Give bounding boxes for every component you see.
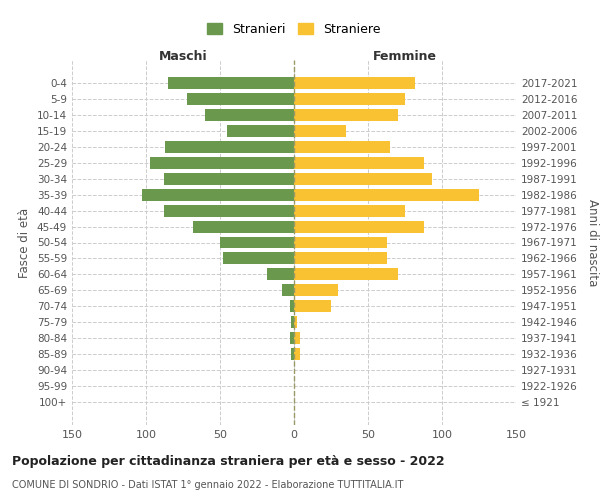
Bar <box>294 108 398 120</box>
Text: Femmine: Femmine <box>373 50 437 64</box>
Bar <box>142 188 294 200</box>
Text: Popolazione per cittadinanza straniera per età e sesso - 2022: Popolazione per cittadinanza straniera p… <box>12 455 445 468</box>
Bar <box>220 236 294 248</box>
Bar <box>294 284 338 296</box>
Bar <box>291 316 294 328</box>
Bar <box>294 332 300 344</box>
Y-axis label: Fasce di età: Fasce di età <box>19 208 31 278</box>
Bar <box>223 252 294 264</box>
Bar <box>290 300 294 312</box>
Bar <box>164 172 294 184</box>
Bar <box>151 156 294 168</box>
Bar <box>290 332 294 344</box>
Bar <box>291 348 294 360</box>
Bar <box>294 92 405 104</box>
Y-axis label: Anni di nascita: Anni di nascita <box>586 199 599 286</box>
Bar <box>294 188 479 200</box>
Bar <box>205 108 294 120</box>
Bar <box>294 316 297 328</box>
Bar <box>193 220 294 232</box>
Bar <box>294 300 331 312</box>
Bar <box>164 204 294 216</box>
Bar <box>168 76 294 88</box>
Bar <box>165 140 294 152</box>
Bar <box>294 140 390 152</box>
Bar <box>294 348 300 360</box>
Bar <box>227 124 294 136</box>
Bar <box>294 252 387 264</box>
Legend: Stranieri, Straniere: Stranieri, Straniere <box>203 19 385 40</box>
Bar <box>294 124 346 136</box>
Bar <box>294 236 387 248</box>
Text: Maschi: Maschi <box>158 50 208 64</box>
Bar <box>294 220 424 232</box>
Bar <box>282 284 294 296</box>
Bar <box>294 172 431 184</box>
Bar <box>294 204 405 216</box>
Bar <box>187 92 294 104</box>
Bar <box>268 268 294 280</box>
Bar <box>294 156 424 168</box>
Text: COMUNE DI SONDRIO - Dati ISTAT 1° gennaio 2022 - Elaborazione TUTTITALIA.IT: COMUNE DI SONDRIO - Dati ISTAT 1° gennai… <box>12 480 403 490</box>
Bar <box>294 268 398 280</box>
Bar <box>294 76 415 88</box>
